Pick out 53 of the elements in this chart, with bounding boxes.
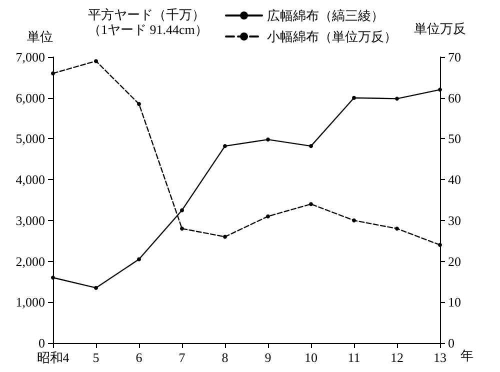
x-tick-label: 昭和4 (36, 350, 70, 365)
point (395, 96, 399, 101)
x-tick-label: 11 (348, 350, 360, 365)
point (137, 102, 141, 106)
legend-label: 小幅綿布（単位万反） (267, 29, 397, 44)
point (266, 138, 270, 142)
x-tick-label: 9 (264, 350, 272, 365)
y2-axis-title: 単位万反 (414, 21, 466, 36)
point (309, 144, 313, 148)
point (352, 96, 356, 100)
y2-tick-label: 0 (448, 336, 454, 350)
x-axis-title: 年 (460, 348, 474, 363)
legend-label: 広幅綿布（縞三綾） (267, 8, 384, 23)
point (180, 226, 184, 231)
point (51, 276, 55, 280)
x-tick-label: 12 (390, 350, 404, 365)
y-tick-label: 1,000 (16, 294, 45, 310)
y2-tick-label: 20 (448, 254, 461, 269)
point (94, 59, 98, 64)
point (395, 226, 399, 231)
y-tick-label: 5,000 (16, 131, 45, 146)
point (94, 286, 98, 290)
point (51, 71, 55, 76)
y-tick-label: 6,000 (16, 90, 45, 106)
point (180, 208, 184, 212)
x-tick-label: 6 (136, 350, 143, 365)
point (266, 214, 270, 218)
y2-tick-label: 50 (448, 131, 461, 146)
y2-tick-label: 60 (448, 90, 461, 106)
x-tick-label: 5 (92, 350, 100, 365)
x-tick-label: 7 (178, 350, 186, 365)
text: 平方ヤード（千万） (88, 7, 205, 22)
x-tick-label: 10 (304, 350, 318, 365)
y-tick-label: 3,000 (16, 212, 45, 228)
point (438, 88, 442, 92)
y-tick-label: 4,000 (16, 172, 45, 188)
point (438, 242, 442, 247)
text: （1ヤード 91.44cm） (88, 22, 208, 37)
y-tick-label: 0 (38, 336, 45, 350)
x-tick-label: 8 (222, 350, 228, 365)
y-tick-label: 7,000 (16, 50, 45, 64)
y2-tick-label: 30 (448, 212, 461, 228)
point (223, 144, 227, 148)
y2-tick-label: 70 (448, 50, 461, 64)
point (309, 202, 313, 206)
x-tick-label: 13 (434, 350, 446, 365)
y2-tick-label: 10 (448, 294, 461, 310)
point (137, 257, 141, 262)
point (352, 218, 356, 222)
y-tick-label: 2,000 (16, 254, 45, 269)
y2-tick-label: 40 (448, 172, 461, 188)
y-axis-title: 単位 (27, 29, 53, 44)
point (223, 234, 227, 239)
